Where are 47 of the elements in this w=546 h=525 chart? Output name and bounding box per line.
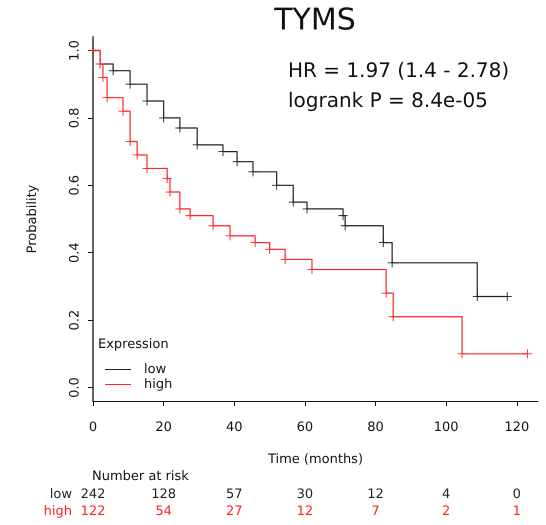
x-tick-label: 0 (88, 420, 98, 435)
text: 4 (442, 487, 450, 502)
text: low (50, 487, 72, 502)
text: 128 (151, 487, 176, 502)
text: 57 (226, 487, 243, 502)
text: 7 (371, 504, 380, 519)
x-tick-label: 40 (226, 420, 243, 435)
legend-title: Expression (98, 337, 169, 352)
x-tick-label: 100 (434, 420, 459, 435)
text: 12 (296, 504, 314, 519)
x-tick-label: 60 (296, 420, 314, 435)
y-tick-label: 0.4 (68, 242, 82, 264)
legend-label: low (144, 362, 167, 377)
point (265, 244, 274, 254)
text: 12 (367, 487, 384, 502)
text: 1 (512, 504, 521, 519)
text: Number at risk (92, 469, 190, 484)
point (186, 211, 195, 220)
chart-title: TYMS (273, 2, 356, 38)
point (382, 288, 391, 298)
point (522, 349, 532, 358)
y-tick-label: 0.6 (68, 174, 82, 196)
x-tick-label: 20 (155, 420, 172, 435)
y-tick-label: 0.0 (68, 377, 82, 398)
text: 27 (226, 504, 243, 519)
point (192, 140, 202, 150)
text: 122 (80, 504, 106, 519)
y-tick-label: 0.8 (68, 108, 82, 128)
text: 0 (512, 487, 521, 502)
y-axis-title: Probability (25, 184, 40, 254)
point (162, 174, 172, 184)
point (126, 80, 135, 89)
x-tick-label: 80 (367, 420, 384, 435)
x-axis-title: Time (months) (266, 452, 364, 467)
legend-label: high (144, 377, 172, 392)
annotation: HR = 1.97 (1.4 - 2.78) (288, 58, 510, 82)
y-tick-label: 1.0 (68, 40, 82, 61)
text: high (44, 504, 72, 519)
text: 242 (80, 487, 106, 502)
x-tick-label: 120 (504, 420, 530, 435)
y-tick-label: 0.2 (68, 310, 82, 330)
annotation: logrank P = 8.4e-05 (288, 88, 488, 112)
text: 30 (296, 487, 314, 502)
point (102, 93, 112, 102)
text: 2 (442, 504, 450, 519)
text: 54 (155, 504, 172, 519)
point (388, 258, 397, 268)
